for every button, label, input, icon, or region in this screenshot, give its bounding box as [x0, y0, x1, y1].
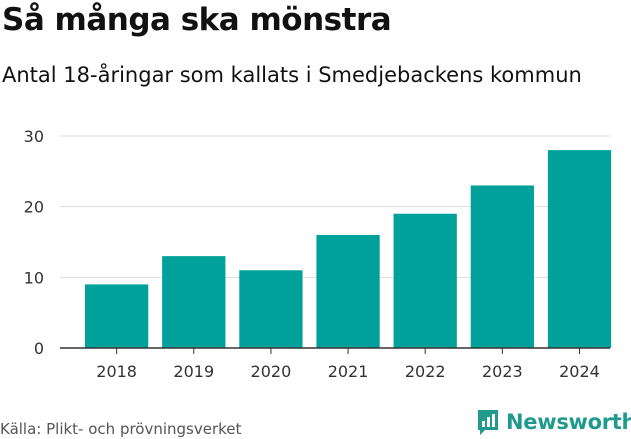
x-tick-label: 2024 — [559, 362, 600, 381]
source-note: Källa: Plikt- och prövningsverket — [0, 420, 242, 438]
x-tick-label: 2022 — [405, 362, 446, 381]
x-tick-label: 2023 — [482, 362, 523, 381]
brand-name: Newsworthy — [506, 410, 631, 434]
bar-chart: 0 10 20 30 2018 2019 2020 2021 2022 2023 2024 — [24, 127, 612, 381]
newsworthy-logo: Newsworthy — [476, 406, 631, 438]
newsworthy-chart-icon — [478, 410, 498, 435]
y-tick-label: 20 — [24, 198, 44, 217]
y-tick-label: 0 — [34, 339, 44, 358]
bar-2021 — [316, 234, 380, 348]
bar-2022 — [393, 213, 457, 348]
bar-2024 — [547, 150, 612, 348]
bar-2020 — [239, 270, 303, 348]
x-tick-label: 2018 — [96, 362, 137, 381]
y-tick-label: 10 — [24, 268, 44, 287]
bar-2023 — [470, 185, 534, 348]
x-tick-label: 2019 — [173, 362, 214, 381]
chart-title: Så många ska mönstra — [2, 2, 392, 38]
x-tick-label: 2021 — [328, 362, 369, 381]
y-tick-label: 30 — [24, 127, 44, 146]
bar-2018 — [85, 284, 149, 348]
bar-2019 — [162, 256, 226, 348]
chart-subtitle: Antal 18-åringar som kallats i Smedjebac… — [2, 63, 582, 87]
x-tick-label: 2020 — [251, 362, 292, 381]
